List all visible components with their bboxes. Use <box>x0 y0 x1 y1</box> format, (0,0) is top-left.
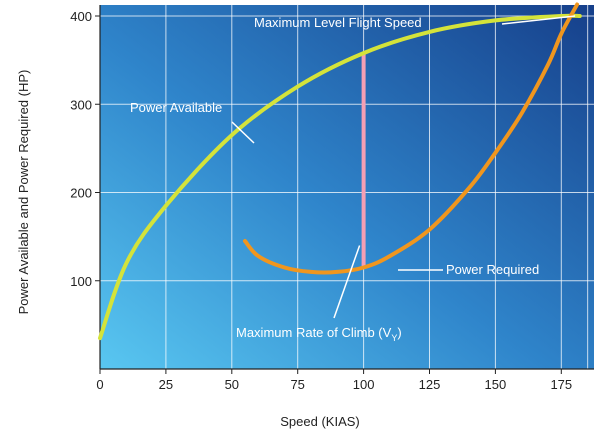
axes <box>95 5 594 374</box>
x-tick-label-100: 100 <box>353 377 375 392</box>
tick-labels: 0 25 50 75 100 125 150 175 100 200 300 400 <box>70 9 572 392</box>
y-tick-label-300: 300 <box>70 97 92 112</box>
y-tick-label-100: 100 <box>70 274 92 289</box>
y-tick-label-200: 200 <box>70 186 92 201</box>
x-tick-label-150: 150 <box>485 377 507 392</box>
x-tick-label-25: 25 <box>159 377 173 392</box>
x-tick-label-0: 0 <box>96 377 103 392</box>
x-axis-label: Speed (KIAS) <box>280 414 360 429</box>
power-available-label: Power Available <box>130 100 222 115</box>
max-rate-of-climb-text: Maximum Rate of Climb (V <box>236 325 392 340</box>
power-available-leader <box>231 121 255 144</box>
x-tick-label-50: 50 <box>225 377 239 392</box>
x-tick-label-125: 125 <box>419 377 441 392</box>
series-lines <box>98 2 582 341</box>
y-axis-label: Power Available and Power Required (HP) <box>16 70 31 315</box>
power-available-curve <box>98 13 582 341</box>
max-rate-of-climb-close: ) <box>397 325 401 340</box>
annotations <box>231 15 576 319</box>
y-tick-label-400: 400 <box>70 9 92 24</box>
x-tick-label-175: 175 <box>550 377 572 392</box>
max-rate-of-climb-leader <box>333 245 361 319</box>
power-required-label: Power Required <box>446 262 539 277</box>
max-level-flight-speed-label: Maximum Level Flight Speed <box>254 15 422 30</box>
max-rate-of-climb-subscript: Y <box>391 333 397 343</box>
x-tick-label-75: 75 <box>290 377 304 392</box>
max-rate-of-climb-label: Maximum Rate of Climb (VY) <box>236 325 402 343</box>
power-required-curve <box>243 2 580 275</box>
max-level-flight-speed-leader <box>501 15 576 25</box>
grid-lines <box>100 5 594 369</box>
